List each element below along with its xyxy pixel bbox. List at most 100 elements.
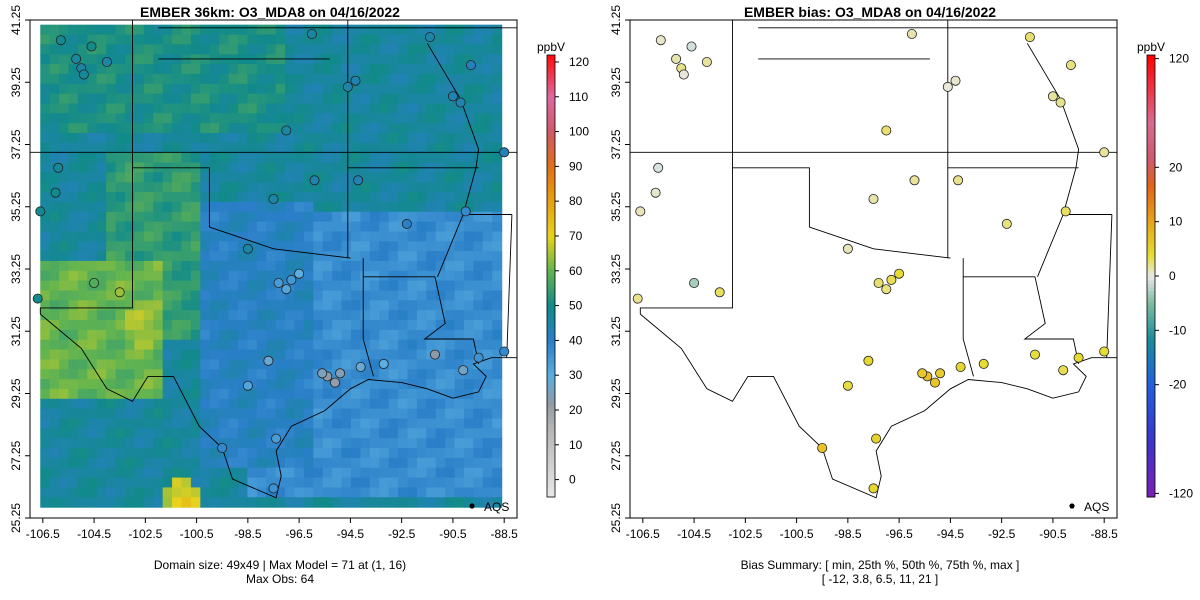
model-grid-cell — [172, 418, 183, 429]
model-grid-cell — [313, 142, 324, 154]
model-grid-cell — [275, 290, 286, 301]
model-grid-cell — [200, 152, 211, 164]
model-colorbar-segment — [547, 327, 555, 332]
model-grid-cell — [313, 251, 324, 262]
model-grid-cell — [219, 428, 230, 439]
model-colorbar-segment — [547, 331, 555, 336]
model-grid-cell — [40, 448, 51, 459]
model-grid-cell — [181, 182, 192, 193]
model-grid-cell — [106, 270, 117, 282]
model-grid-cell — [40, 497, 51, 508]
model-grid-cell — [482, 83, 493, 95]
model-colorbar-segment — [547, 283, 555, 288]
model-grid-cell — [285, 172, 296, 183]
model-grid-cell — [303, 54, 314, 65]
model-grid-cell — [492, 438, 503, 449]
model-grid-cell — [87, 73, 98, 85]
model-grid-cell — [294, 93, 305, 105]
model-grid-cell — [313, 339, 324, 351]
model-grid-cell — [143, 231, 154, 242]
model-grid-cell — [68, 398, 79, 410]
model-grid-cell — [106, 290, 117, 301]
model-grid-cell — [256, 280, 267, 292]
model-grid-cell — [181, 113, 192, 124]
model-grid-cell — [134, 172, 145, 183]
model-grid-cell — [87, 93, 98, 105]
model-grid-cell — [379, 477, 390, 489]
model-grid-cell — [379, 24, 390, 36]
model-grid-cell — [153, 142, 164, 154]
model-grid-cell — [332, 329, 343, 341]
model-colorbar-segment — [547, 88, 555, 93]
model-grid-cell — [172, 438, 183, 449]
model-grid-cell — [190, 408, 201, 420]
model-grid-cell — [153, 221, 164, 233]
model-grid-cell — [322, 280, 333, 292]
model-grid-cell — [106, 201, 117, 213]
model-grid-cell — [219, 73, 230, 85]
model-grid-cell — [463, 418, 474, 429]
model-grid-cell — [350, 93, 361, 105]
model-grid-cell — [237, 103, 248, 114]
model-grid-cell — [228, 408, 239, 420]
model-grid-cell — [181, 379, 192, 390]
bias-colorbar-segment — [1147, 172, 1155, 178]
model-grid-cell — [87, 457, 98, 469]
model-grid-cell — [237, 467, 248, 479]
model-site-marker — [424, 32, 435, 43]
model-grid-cell — [416, 418, 427, 429]
model-grid-cell — [115, 44, 126, 55]
model-grid-cell — [181, 467, 192, 479]
model-grid-cell — [416, 83, 427, 95]
model-grid-cell — [285, 83, 296, 95]
model-grid-cell — [285, 260, 296, 272]
model-grid-cell — [332, 113, 343, 124]
model-grid-cell — [59, 290, 70, 301]
model-grid-cell — [209, 241, 220, 252]
model-grid-cell — [341, 211, 352, 223]
model-grid-cell — [454, 300, 465, 311]
model-grid-cell — [209, 93, 220, 105]
model-grid-cell — [59, 64, 70, 75]
model-grid-cell — [454, 192, 465, 203]
model-colorbar-segment — [547, 217, 555, 222]
model-grid-cell — [426, 251, 437, 262]
model-grid-cell — [294, 320, 305, 331]
state-boundary — [962, 258, 974, 377]
model-colorbar-segment — [547, 379, 555, 384]
model-grid-cell — [256, 349, 267, 361]
model-site-marker — [499, 147, 510, 158]
model-grid-cell — [416, 211, 427, 223]
bias-x-tick-label: -100.5 — [780, 527, 814, 541]
model-grid-cell — [350, 280, 361, 292]
model-grid-cell — [143, 339, 154, 351]
bias-site-marker — [1099, 346, 1110, 357]
model-grid-cell — [341, 44, 352, 55]
model-grid-cell — [445, 497, 456, 508]
model-grid-cell — [153, 438, 164, 449]
model-grid-cell — [294, 251, 305, 262]
model-grid-cell — [106, 300, 117, 311]
model-grid-cell — [237, 44, 248, 55]
model-site-marker — [242, 380, 253, 391]
model-grid-cell — [492, 192, 503, 203]
model-grid-cell — [68, 379, 79, 390]
model-grid-cell — [341, 192, 352, 203]
model-grid-cell — [190, 182, 201, 193]
model-grid-cell — [190, 428, 201, 439]
model-grid-cell — [398, 457, 409, 469]
model-grid-cell — [219, 379, 230, 390]
model-grid-cell — [407, 290, 418, 301]
model-grid-cell — [463, 113, 474, 124]
model-grid-cell — [134, 467, 145, 479]
model-grid-cell — [445, 103, 456, 114]
model-grid-cell — [134, 182, 145, 193]
model-grid-cell — [256, 251, 267, 262]
model-grid-cell — [172, 142, 183, 154]
bias-colorbar-segment — [1147, 62, 1155, 67]
model-grid-cell — [162, 349, 173, 361]
model-grid-cell — [172, 467, 183, 479]
model-grid-cell — [388, 172, 399, 183]
model-grid-cell — [219, 152, 230, 164]
bias-colorbar-segment — [1147, 294, 1155, 299]
